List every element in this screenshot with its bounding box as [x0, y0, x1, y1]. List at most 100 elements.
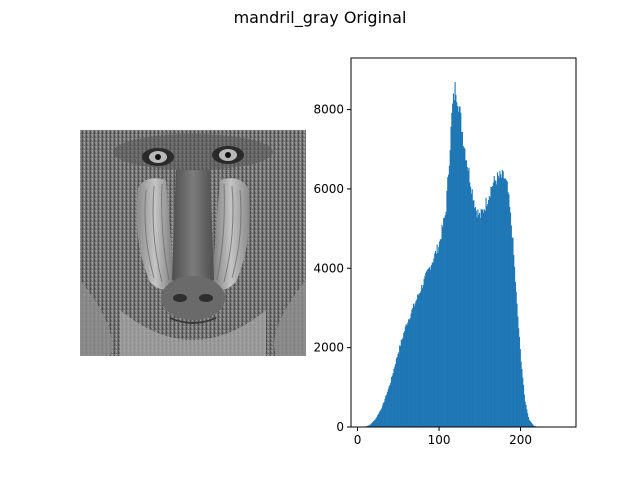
histogram-bar	[405, 324, 407, 427]
histogram-bar	[478, 214, 480, 427]
histogram-bar	[474, 207, 477, 427]
histogram-bar	[437, 252, 439, 427]
histogram-bar	[473, 200, 475, 427]
histogram-bar	[385, 395, 387, 427]
histogram-bar	[464, 148, 466, 427]
histogram-bar	[520, 361, 522, 427]
histogram-bar	[445, 211, 447, 427]
histogram-bar	[461, 131, 463, 427]
histogram-bar	[381, 405, 384, 427]
histogram-bar	[474, 208, 476, 427]
y-tick-label: 0	[336, 420, 344, 434]
histogram-bar	[410, 313, 412, 427]
histogram-bar	[523, 394, 525, 427]
histogram-bar	[513, 255, 515, 427]
histogram-bar	[518, 336, 521, 427]
histogram-bar	[375, 418, 377, 427]
histogram-bar	[387, 389, 389, 427]
histogram-bar	[376, 416, 378, 427]
histogram-bar	[390, 382, 392, 427]
histogram-bar	[478, 212, 481, 427]
histogram-bar	[389, 385, 391, 427]
histogram-bar	[400, 339, 402, 427]
histogram-bar	[404, 326, 406, 427]
histogram-bar	[417, 295, 419, 427]
histogram-bar	[423, 278, 425, 427]
histogram-bar	[482, 209, 484, 427]
histogram-bar	[443, 218, 445, 427]
histogram-bar	[483, 209, 485, 427]
histogram-bar	[371, 422, 373, 427]
histogram-bar	[453, 100, 455, 427]
histogram-bar	[512, 237, 514, 427]
histogram-bar	[533, 425, 535, 427]
histogram-bar	[510, 225, 512, 427]
histogram-bar	[379, 410, 381, 427]
x-tick-label: 0	[354, 433, 362, 447]
histogram-bar	[463, 147, 465, 427]
histogram-bar	[456, 102, 458, 427]
histogram-bar	[498, 177, 500, 427]
histogram-bar	[531, 424, 534, 427]
histogram-bar	[494, 180, 496, 427]
histogram-bar	[495, 180, 497, 427]
histogram-bar	[384, 398, 386, 427]
histogram-bar	[507, 192, 509, 427]
histogram-bar	[499, 171, 501, 427]
histogram-bar	[441, 224, 443, 427]
histogram-bar	[462, 145, 464, 428]
histogram-bar	[434, 250, 437, 427]
histogram-bar	[382, 402, 384, 427]
histogram-bar	[504, 178, 506, 427]
histogram-bar	[491, 187, 493, 427]
histogram-bar	[436, 244, 438, 427]
histogram-bar	[430, 269, 432, 427]
histogram-bar	[397, 353, 399, 427]
histogram-bar	[487, 200, 490, 427]
histogram-bar	[433, 258, 435, 427]
histogram-bar	[477, 209, 479, 427]
y-axis-ticks: 0 2000 4000 6000 8000	[313, 103, 351, 434]
histogram-bar	[480, 208, 482, 427]
histogram-bar	[395, 358, 397, 427]
histogram-bar	[420, 291, 422, 427]
histogram-bar	[438, 247, 440, 427]
figure-title: mandril_gray Original	[233, 8, 407, 27]
histogram-bar	[527, 417, 530, 427]
histogram-bar	[409, 317, 411, 427]
histogram-bar	[465, 160, 468, 427]
histogram-bar	[492, 182, 494, 427]
histogram-bar	[446, 190, 448, 427]
histogram-bar	[415, 301, 417, 427]
histogram-bar	[525, 404, 527, 427]
grayscale-mandrill-photo-icon	[80, 130, 306, 356]
histogram-bar	[496, 184, 498, 427]
histogram-bar	[497, 175, 499, 427]
histogram-bar	[391, 375, 393, 427]
histogram-bar	[418, 293, 420, 427]
histogram-bars	[364, 82, 539, 428]
histogram-bar	[527, 413, 529, 427]
histogram-bar	[479, 217, 481, 427]
histogram-bar	[475, 210, 477, 427]
histogram-bar	[476, 217, 478, 427]
histogram-bar	[369, 424, 371, 427]
histogram-bar	[395, 364, 397, 427]
histogram-bar	[489, 197, 491, 427]
histogram-bar	[451, 112, 453, 427]
histogram-bar	[528, 419, 530, 427]
histogram-bar	[511, 237, 513, 427]
histogram-bar	[368, 425, 370, 427]
histogram-bar	[442, 227, 444, 427]
histogram-bar	[519, 349, 521, 427]
histogram-bar	[373, 421, 375, 427]
histogram-bar	[467, 170, 469, 427]
histogram-bar	[514, 266, 516, 427]
histogram-bar	[383, 401, 385, 427]
histogram-bar	[518, 328, 520, 427]
histogram-bar	[422, 285, 424, 427]
histogram-bar	[514, 281, 516, 427]
histogram-bar	[487, 203, 489, 427]
histogram-bar	[454, 82, 456, 428]
histogram-bar	[406, 325, 408, 427]
